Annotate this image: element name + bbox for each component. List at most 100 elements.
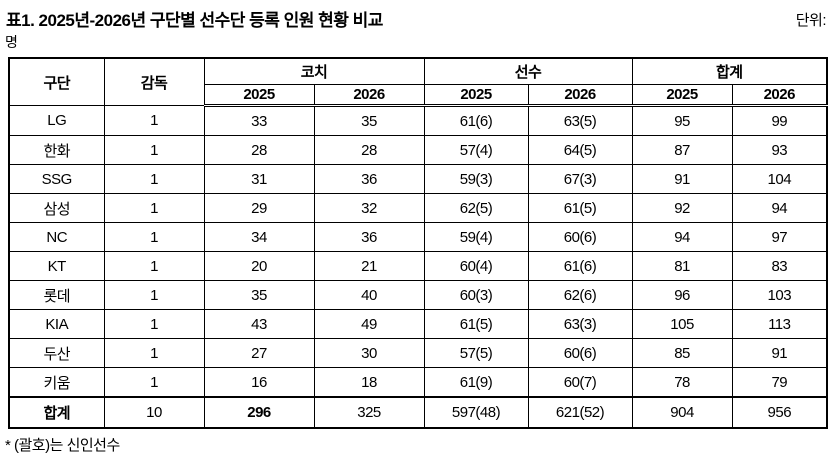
cell-manager: 10 (103, 396, 205, 429)
cell-team: KT (8, 251, 105, 281)
cell-team: 한화 (8, 135, 105, 165)
cell-player-2026: 60(6) (527, 338, 633, 368)
cell-coach-2026: 36 (313, 164, 425, 194)
col-header-player-2026: 2026 (527, 84, 633, 107)
cell-player-2026: 63(3) (527, 309, 633, 339)
table-row: NC 1 34 36 59(4) 60(6) 94 97 (8, 222, 828, 252)
cell-manager: 1 (103, 251, 205, 281)
cell-total-2025: 94 (631, 222, 733, 252)
cell-player-2025: 59(4) (423, 222, 529, 252)
table-row: SSG 1 31 36 59(3) 67(3) 91 104 (8, 164, 828, 194)
cell-team: 합계 (8, 396, 105, 429)
col-header-team: 구단 (8, 57, 105, 106)
cell-coach-2025: 33 (203, 105, 315, 136)
col-header-coach-2026: 2026 (313, 84, 425, 107)
cell-manager: 1 (103, 193, 205, 223)
table-row: 두산 1 27 30 57(5) 60(6) 85 91 (8, 338, 828, 368)
table-row: 삼성 1 29 32 62(5) 61(5) 92 94 (8, 193, 828, 223)
cell-player-2025: 61(6) (423, 105, 529, 136)
footnote: * (괄호)는 신인선수 (5, 437, 120, 454)
cell-player-2025: 61(5) (423, 309, 529, 339)
cell-coach-2025: 16 (203, 367, 315, 398)
cell-total-2025: 91 (631, 164, 733, 194)
cell-team: 키움 (8, 367, 105, 398)
cell-total-2025: 95 (631, 105, 733, 136)
cell-player-2025: 61(9) (423, 367, 529, 398)
cell-total-2026: 79 (731, 367, 828, 398)
cell-total-2025: 96 (631, 280, 733, 310)
cell-coach-2026: 35 (313, 105, 425, 136)
table-row: 한화 1 28 28 57(4) 64(5) 87 93 (8, 135, 828, 165)
table-row: 롯데 1 35 40 60(3) 62(6) 96 103 (8, 280, 828, 310)
cell-manager: 1 (103, 222, 205, 252)
cell-team: KIA (8, 309, 105, 339)
cell-team: 롯데 (8, 280, 105, 310)
cell-player-2026: 621(52) (527, 396, 633, 429)
table-row: LG 1 33 35 61(6) 63(5) 95 99 (8, 105, 828, 136)
cell-total-2026: 104 (731, 164, 828, 194)
cell-player-2025: 57(4) (423, 135, 529, 165)
cell-coach-2025: 20 (203, 251, 315, 281)
cell-manager: 1 (103, 280, 205, 310)
cell-total-2026: 83 (731, 251, 828, 281)
cell-coach-2026: 30 (313, 338, 425, 368)
cell-player-2026: 61(6) (527, 251, 633, 281)
col-header-coach-2025: 2025 (203, 84, 315, 107)
cell-manager: 1 (103, 309, 205, 339)
cell-coach-2025: 29 (203, 193, 315, 223)
col-header-total-2025: 2025 (631, 84, 733, 107)
cell-player-2025: 59(3) (423, 164, 529, 194)
cell-team: LG (8, 105, 105, 136)
cell-manager: 1 (103, 135, 205, 165)
cell-coach-2026: 36 (313, 222, 425, 252)
cell-total-2025: 78 (631, 367, 733, 398)
cell-player-2025: 597(48) (423, 396, 529, 429)
col-header-player-2025: 2025 (423, 84, 529, 107)
cell-total-2026: 91 (731, 338, 828, 368)
cell-total-2026: 93 (731, 135, 828, 165)
cell-coach-2026: 28 (313, 135, 425, 165)
header-row-groups: 구단 감독 코치 선수 합계 (8, 57, 828, 106)
unit-label: 단위: (795, 12, 827, 29)
cell-coach-2025: 31 (203, 164, 315, 194)
totals-row: 합계 10 296 325 597(48) 621(52) 904 956 (8, 396, 828, 429)
cell-coach-2026: 325 (313, 396, 425, 429)
cell-manager: 1 (103, 105, 205, 136)
cell-player-2026: 60(7) (527, 367, 633, 398)
cell-coach-2025: 35 (203, 280, 315, 310)
cell-total-2026: 103 (731, 280, 828, 310)
cell-team: NC (8, 222, 105, 252)
roster-table: 구단 감독 코치 선수 합계 2025 2026 2025 2026 2025 … (8, 57, 829, 429)
cell-coach-2026: 21 (313, 251, 425, 281)
table-row: KIA 1 43 49 61(5) 63(3) 105 113 (8, 309, 828, 339)
cell-player-2025: 62(5) (423, 193, 529, 223)
cell-total-2025: 92 (631, 193, 733, 223)
cell-coach-2026: 49 (313, 309, 425, 339)
cell-player-2025: 57(5) (423, 338, 529, 368)
cell-team: 삼성 (8, 193, 105, 223)
cell-total-2025: 85 (631, 338, 733, 368)
cell-coach-2026: 40 (313, 280, 425, 310)
cell-total-2026: 99 (731, 105, 828, 136)
col-header-total: 합계 (631, 57, 828, 85)
cell-coach-2026: 32 (313, 193, 425, 223)
table-row: KT 1 20 21 60(4) 61(6) 81 83 (8, 251, 828, 281)
table-title: 표1. 2025년-2026년 구단별 선수단 등록 인원 현황 비교 (6, 11, 383, 30)
title-line: 표1. 2025년-2026년 구단별 선수단 등록 인원 현황 비교 단위: (0, 0, 832, 31)
cell-coach-2025: 27 (203, 338, 315, 368)
cell-player-2026: 64(5) (527, 135, 633, 165)
cell-coach-2025: 43 (203, 309, 315, 339)
cell-player-2026: 62(6) (527, 280, 633, 310)
cell-manager: 1 (103, 164, 205, 194)
cell-total-2025: 105 (631, 309, 733, 339)
col-header-player: 선수 (423, 57, 633, 85)
table-row: 키움 1 16 18 61(9) 60(7) 78 79 (8, 367, 828, 398)
cell-coach-2026: 18 (313, 367, 425, 398)
cell-total-2026: 956 (731, 396, 828, 429)
cell-coach-2025: 28 (203, 135, 315, 165)
cell-total-2025: 81 (631, 251, 733, 281)
cell-total-2025: 87 (631, 135, 733, 165)
header-row-years: 2025 2026 2025 2026 2025 2026 (9, 84, 828, 107)
cell-coach-2025: 34 (203, 222, 315, 252)
